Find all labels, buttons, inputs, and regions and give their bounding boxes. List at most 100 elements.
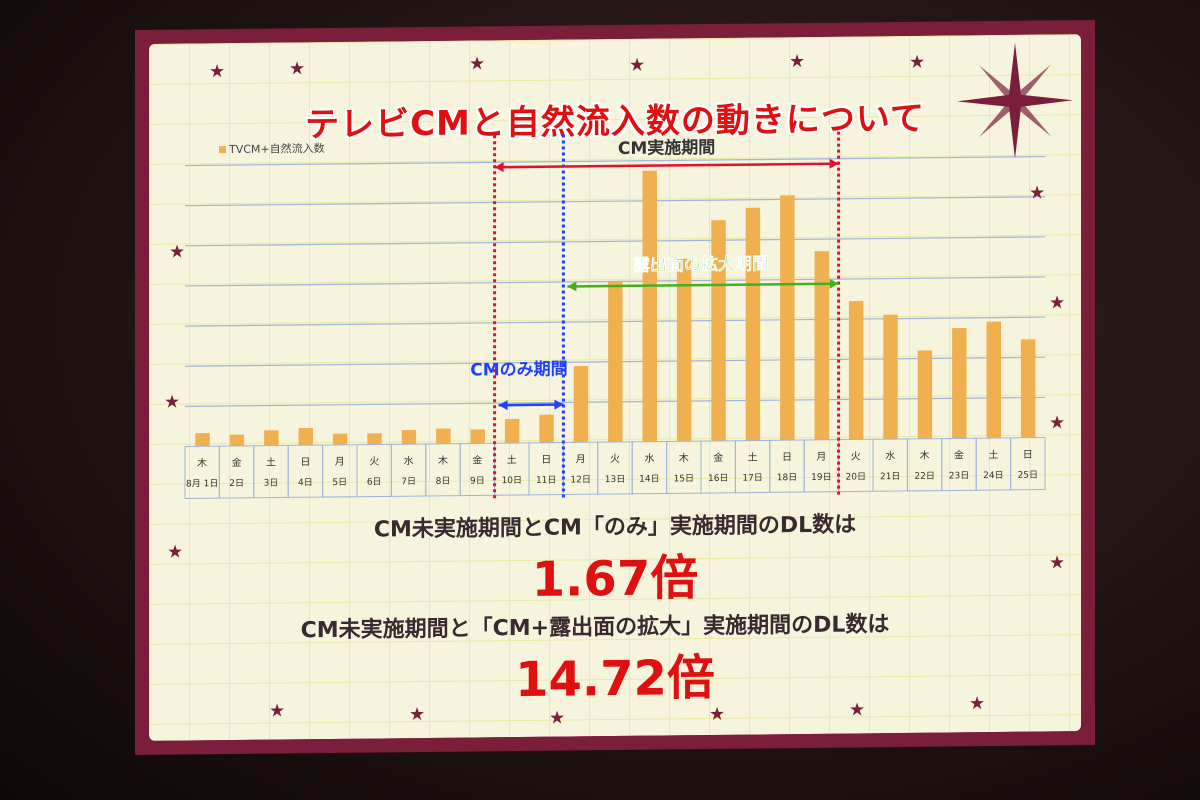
gridline: [185, 155, 1045, 167]
bar: [883, 314, 898, 440]
x-tick-label: 17日: [742, 472, 762, 483]
bar: [608, 281, 623, 443]
weekday-tick-label: 水: [404, 455, 414, 467]
star-decoration-icon: ★: [1049, 412, 1066, 434]
bar: [298, 427, 313, 446]
star-decoration-icon: ★: [169, 241, 186, 263]
weekday-tick-label: 金: [954, 448, 964, 461]
bar: [264, 430, 279, 446]
star-decoration-icon: ★: [709, 703, 726, 726]
cm-period-arrow-head: [494, 162, 504, 173]
star-decoration-icon: ★: [409, 703, 426, 726]
x-tick-label: 25日: [1018, 470, 1038, 481]
bar: [573, 366, 589, 443]
star-decoration-icon: ★: [849, 699, 866, 721]
cm-only-period-arrow: [498, 403, 564, 407]
axis-cell: [356, 443, 392, 498]
weekday-tick-label: 土: [507, 453, 517, 466]
axis-cell: [218, 445, 255, 499]
bar: [539, 414, 554, 443]
star-decoration-icon: ★: [269, 700, 286, 722]
axis-cell: [528, 442, 564, 496]
axis-cell: [906, 438, 943, 492]
bar: [711, 220, 726, 441]
bar: [436, 428, 451, 444]
axis-cell: [631, 440, 668, 495]
axis-cell: [941, 437, 977, 492]
weekday-tick-label: 金: [713, 451, 723, 464]
weekday-tick-label: 火: [610, 453, 620, 465]
x-tick-label: 6日: [367, 476, 382, 487]
compass-rose-icon: [957, 42, 1073, 159]
x-tick-label: 12日: [570, 474, 590, 485]
x-tick-label: 8日: [436, 476, 451, 487]
exposure-period-arrow-head: [829, 278, 839, 289]
axis-cell: [734, 439, 771, 494]
cm-period-arrow-head: [829, 158, 839, 169]
bar: [504, 418, 520, 444]
ratio-2: 14.72倍: [515, 649, 715, 709]
exposure-period-arrow-head: [567, 281, 577, 292]
weekday-tick-label: 月: [816, 451, 826, 463]
bar: [401, 430, 417, 445]
x-tick-label: 9日: [470, 475, 485, 486]
weekday-tick-label: 日: [300, 457, 310, 468]
bar: [332, 433, 348, 445]
bar: [814, 251, 829, 440]
star-decoration-icon: ★: [164, 391, 181, 413]
cm-only-period-label: CMのみ期間: [470, 359, 567, 380]
weekday-tick-label: 木: [197, 457, 207, 469]
x-tick-label: 23日: [949, 470, 969, 481]
star-decoration-icon: ★: [629, 54, 646, 76]
bar: [986, 321, 1001, 439]
axis-cell: [425, 443, 461, 497]
weekday-tick-label: 日: [541, 455, 551, 466]
star-decoration-icon: ★: [1049, 292, 1066, 314]
weekday-tick-label: 土: [988, 448, 998, 461]
bar: [780, 195, 795, 441]
exposure-period-label: 露出面の拡大期間: [633, 253, 769, 275]
cm-period-arrow: [494, 162, 839, 169]
x-tick-label: 22日: [914, 471, 934, 482]
weekday-tick-label: 土: [748, 451, 758, 464]
bar: [952, 327, 967, 439]
gridline: [185, 196, 1045, 207]
axis-cell: [494, 442, 530, 496]
weekday-tick-label: 金: [232, 456, 242, 469]
x-tick-label: 4日: [298, 477, 313, 488]
x-tick-label: 14日: [639, 474, 659, 485]
axis-cell: [838, 438, 874, 493]
weekday-tick-label: 日: [782, 452, 792, 463]
star-decoration-icon: ★: [909, 51, 926, 73]
weekday-tick-label: 火: [851, 450, 861, 462]
axis-cell: [803, 439, 840, 493]
weekday-tick-label: 水: [885, 450, 895, 462]
x-tick-label: 10日: [502, 475, 522, 486]
x-tick-label: 11日: [536, 475, 556, 486]
axis-cell: [562, 441, 599, 496]
weekday-tick-label: 木: [920, 450, 930, 462]
bar: [676, 258, 692, 442]
x-tick-label: 8月 1日: [186, 478, 218, 489]
weekday-tick-label: 月: [576, 453, 586, 465]
axis-cell: [390, 443, 427, 497]
axis-cell: [597, 441, 633, 495]
x-tick-label: 13日: [605, 474, 625, 485]
x-tick-label: 24日: [983, 470, 1003, 481]
star-decoration-icon: ★: [969, 693, 986, 715]
x-tick-label: 5日: [332, 477, 347, 488]
axis-cell: [769, 439, 805, 493]
x-tick-label: 2日: [229, 478, 244, 489]
x-tick-label: 19日: [811, 472, 831, 483]
bar: [745, 207, 761, 441]
ratio-1: 1.67倍: [531, 550, 699, 608]
weekday-tick-label: 木: [438, 455, 448, 467]
cm-only-period-arrow-head: [554, 399, 564, 410]
slide-paper: テレビCMと自然流入数の動きについて TVCM+自然流入数 木 8月 1日金 2日土…: [149, 34, 1081, 741]
x-tick-label: 15日: [674, 473, 694, 484]
axis-cell: [322, 444, 358, 498]
axis-cell: [253, 444, 289, 499]
axis-cell: [184, 445, 220, 500]
star-decoration-icon: ★: [789, 51, 806, 73]
x-tick-label: 3日: [264, 478, 279, 489]
